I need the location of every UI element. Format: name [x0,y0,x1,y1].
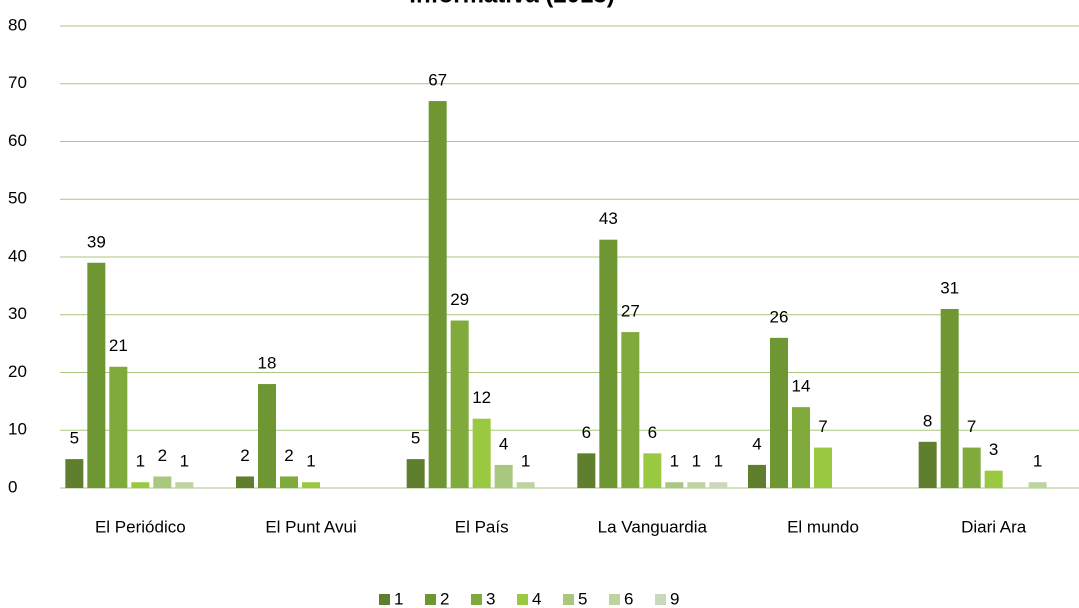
data-label: 14 [792,377,811,396]
bar [175,482,194,488]
bar [516,482,535,488]
y-tick-label: 80 [8,15,27,34]
bar [109,366,128,488]
legend-swatch [655,594,666,605]
legend-label: 2 [440,589,449,608]
y-tick-label: 50 [8,189,27,208]
bar [428,101,447,488]
data-label: 43 [599,209,618,228]
legend-swatch [471,594,482,605]
data-label: 26 [770,307,789,326]
bar [87,262,106,488]
bar [280,476,298,488]
data-label: 6 [648,423,657,442]
bar [918,441,937,488]
bar [687,482,706,488]
y-tick-label: 70 [8,73,27,92]
bar [770,337,788,488]
x-tick-label: El País [455,517,509,536]
legend-swatch [517,594,528,605]
y-tick-label: 0 [8,477,17,496]
bar [792,407,810,488]
y-tick-label: 10 [8,420,27,439]
data-label: 2 [284,446,293,465]
bar [748,464,766,488]
data-label: 3 [989,440,998,459]
legend-swatch [379,594,390,605]
x-tick-label: El Periódico [95,517,186,536]
legend-label: 5 [578,589,587,608]
y-tick-label: 20 [8,362,27,381]
legend-label: 6 [624,589,633,608]
data-label: 21 [109,336,128,355]
bar [1028,482,1047,488]
data-label: 67 [428,71,447,90]
x-tick-label: Diari Ara [961,517,1027,536]
data-label: 2 [158,446,167,465]
data-label: 1 [136,452,145,471]
legend-label: 9 [670,589,679,608]
legend-swatch [563,594,574,605]
data-label: 1 [521,452,530,471]
bar [962,447,981,488]
bar [472,418,491,488]
bar [940,308,959,488]
data-label: 4 [752,434,761,453]
bar [236,476,254,488]
data-label: 27 [621,302,640,321]
data-label: 5 [411,429,420,448]
data-label: 1 [180,452,189,471]
bar [258,384,276,488]
bar [65,459,84,488]
data-label: 31 [940,278,959,297]
data-label: 5 [70,429,79,448]
y-tick-label: 40 [8,246,27,265]
chart-title: Informativa (2013) [409,0,614,8]
bar [153,476,172,488]
bar [643,453,662,488]
legend-label: 4 [532,589,541,608]
bar [494,464,513,488]
legend-label: 3 [486,589,495,608]
bar [665,482,684,488]
data-label: 12 [472,388,491,407]
x-tick-label: El Punt Avui [265,517,356,536]
data-label: 18 [258,354,277,373]
data-label: 7 [967,417,976,436]
bar [450,320,469,488]
bar [302,482,320,488]
data-label: 29 [450,290,469,309]
y-tick-label: 30 [8,304,27,323]
data-label: 1 [1033,452,1042,471]
bar [709,482,728,488]
data-label: 1 [306,452,315,471]
bar [577,453,596,488]
data-label: 39 [87,232,106,251]
data-label: 8 [923,411,932,430]
bar [984,470,1003,488]
data-label: 1 [714,452,723,471]
data-label: 1 [692,452,701,471]
x-tick-label: La Vanguardia [598,517,708,536]
data-label: 2 [240,446,249,465]
data-label: 7 [818,417,827,436]
x-tick-label: El mundo [787,517,859,536]
bar [406,459,425,488]
data-label: 6 [582,423,591,442]
bar [621,332,640,488]
legend-swatch [609,594,620,605]
legend-swatch [425,594,436,605]
data-label: 4 [499,434,508,453]
bar [131,482,150,488]
bar [599,239,618,488]
data-label: 1 [670,452,679,471]
y-tick-label: 60 [8,131,27,150]
bar [814,447,832,488]
legend-label: 1 [394,589,403,608]
